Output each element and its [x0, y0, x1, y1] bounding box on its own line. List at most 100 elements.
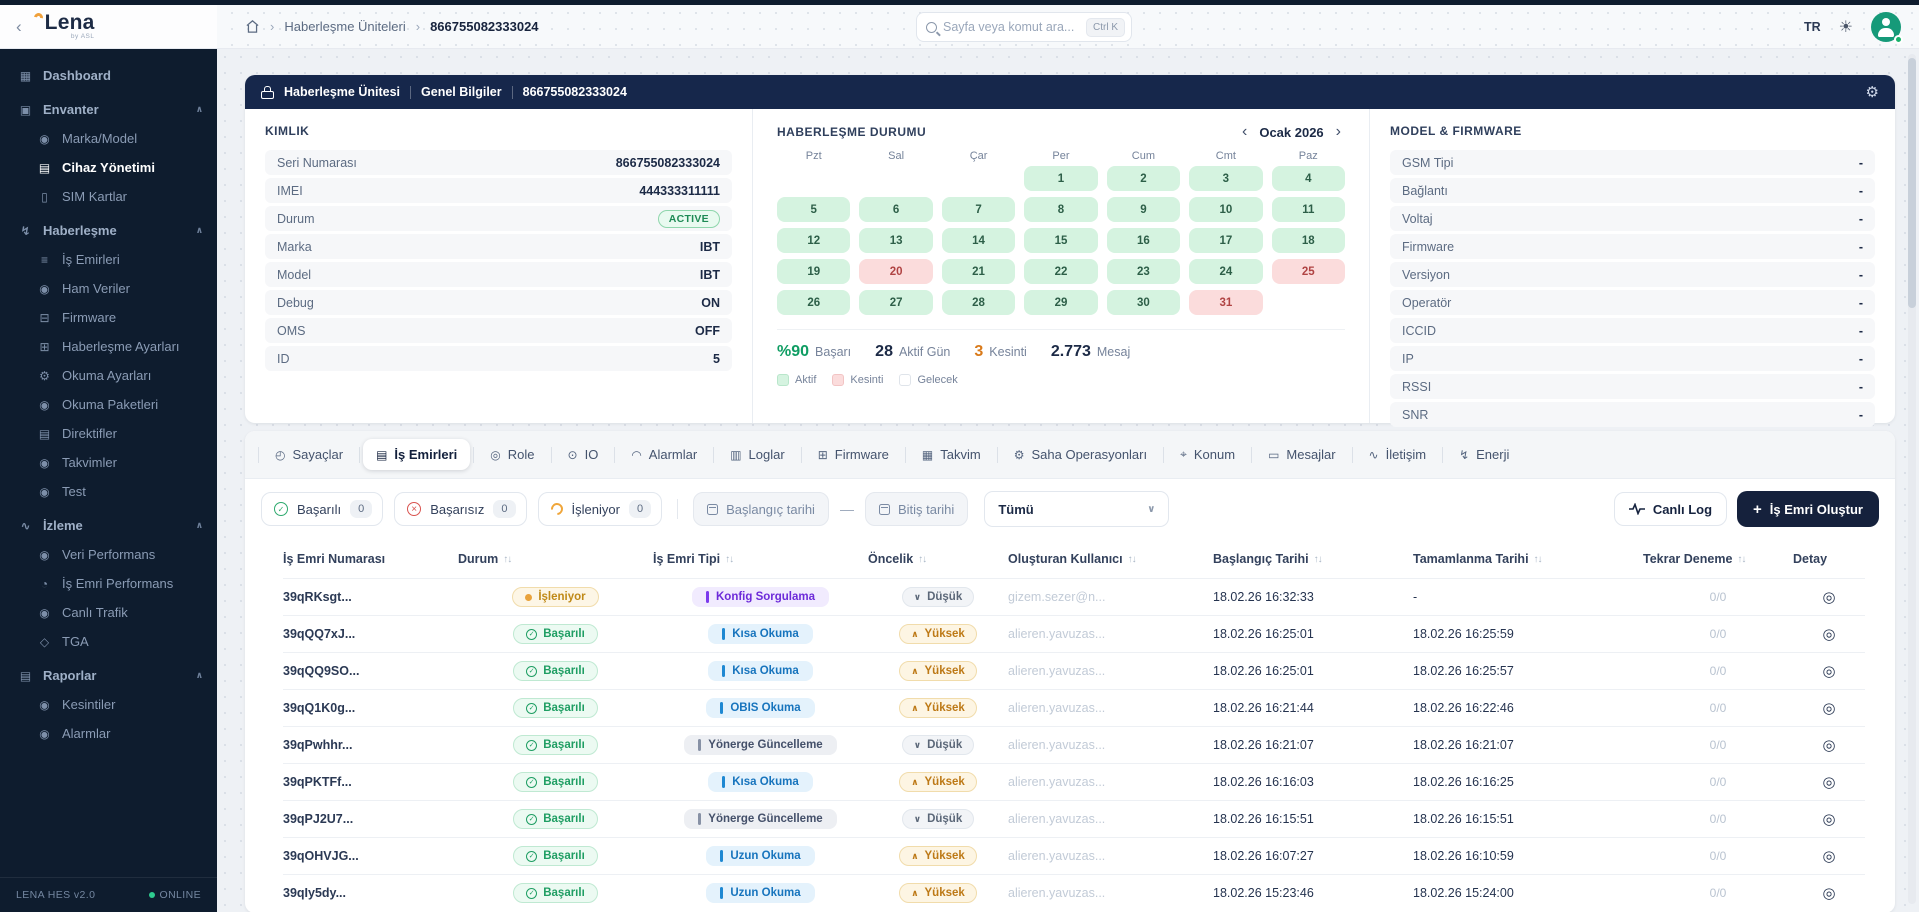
calendar-day-cell[interactable]: 30	[1106, 290, 1181, 315]
column-header[interactable]: Oluşturan Kullanıcı	[1008, 552, 1213, 566]
user-avatar[interactable]	[1871, 12, 1903, 44]
sort-icon[interactable]	[725, 554, 733, 565]
calendar-day-cell[interactable]: 10	[1189, 197, 1263, 222]
sidebar-item[interactable]: ⚙ Okuma Ayarları	[0, 361, 217, 390]
calendar-day-cell[interactable]: 11	[1271, 197, 1345, 222]
column-header[interactable]: Başlangıç Tarihi	[1213, 552, 1413, 566]
detail-eye-icon[interactable]	[1822, 627, 1835, 642]
sidebar-item[interactable]: ◉ Ham Veriler	[0, 274, 217, 303]
status-filter-chip[interactable]: Başarılı 0	[261, 492, 384, 526]
column-header[interactable]: Durum	[458, 552, 653, 566]
calendar-day-cell[interactable]: 16	[1106, 228, 1181, 253]
detail-eye-icon[interactable]	[1822, 775, 1835, 790]
start-date-button[interactable]: Başlangıç tarihi	[693, 492, 829, 526]
detail-eye-icon[interactable]	[1822, 664, 1835, 679]
sidebar-item[interactable]: ▤ Cihaz Yönetimi	[0, 153, 217, 182]
column-header[interactable]: İş Emri Tipi	[653, 552, 868, 566]
column-header[interactable]: Detay	[1793, 552, 1828, 566]
tab[interactable]: ◴ Sayaçlar	[262, 439, 356, 470]
calendar-day-cell[interactable]: 6	[859, 197, 933, 222]
table-row[interactable]: 39qQQ7xJ... Başarılı Kısa Okum	[283, 615, 1865, 652]
create-work-order-button[interactable]: İş Emri Oluştur	[1737, 491, 1879, 527]
calendar-day-cell[interactable]: 26	[777, 290, 851, 315]
app-logo[interactable]: Lena by ASL	[31, 11, 95, 41]
sidebar-item[interactable]: ◉ Test	[0, 477, 217, 506]
tab[interactable]: ⚙ Saha Operasyonları	[1001, 439, 1160, 470]
sort-icon[interactable]	[503, 554, 511, 565]
calendar-day-cell[interactable]: 25	[1271, 259, 1345, 284]
sidebar-item[interactable]: ◉ Okuma Paketleri	[0, 390, 217, 419]
sort-icon[interactable]	[1534, 554, 1542, 565]
calendar-day-cell[interactable]: 17	[1189, 228, 1263, 253]
breadcrumb-item[interactable]: Haberleşme Üniteleri	[284, 19, 406, 34]
table-row[interactable]: 39qIy5dy... Başarılı Uzun Okum	[283, 874, 1865, 911]
calendar-day-cell[interactable]: 14	[941, 228, 1016, 253]
prev-month-button[interactable]	[1238, 124, 1251, 140]
gear-icon[interactable]	[1866, 83, 1879, 101]
calendar-day-cell[interactable]: 24	[1189, 259, 1263, 284]
table-row[interactable]: 39qPJ2U7... Başarılı Yönerge G	[283, 800, 1865, 837]
theme-toggle-sun-icon[interactable]	[1839, 17, 1853, 37]
calendar-day-cell[interactable]: 28	[941, 290, 1016, 315]
home-icon[interactable]	[245, 19, 260, 34]
live-log-button[interactable]: Canlı Log	[1613, 492, 1728, 526]
calendar-day-cell[interactable]: 23	[1106, 259, 1181, 284]
sidebar-item[interactable]: ◉ Canlı Trafik	[0, 598, 217, 627]
sidebar-item[interactable]: ◉ Marka/Model	[0, 124, 217, 153]
sidebar-item[interactable]: ▯ SIM Kartlar	[0, 182, 217, 211]
type-filter-select[interactable]: Tümü	[984, 491, 1170, 527]
calendar-day-cell[interactable]: 31	[1189, 290, 1263, 315]
calendar-day-cell[interactable]: 4	[1271, 166, 1345, 191]
column-header[interactable]: İş Emri Numarası	[283, 552, 386, 566]
calendar-day-cell[interactable]: 19	[777, 259, 851, 284]
sidebar-item[interactable]: ≡ İş Emirleri	[0, 245, 217, 274]
sidebar-item[interactable]: ◉ Veri Performans	[0, 540, 217, 569]
column-header[interactable]: Tekrar Deneme	[1643, 552, 1793, 566]
status-filter-chip[interactable]: İşleniyor 0	[537, 492, 663, 526]
tab[interactable]: ▤ İş Emirleri	[363, 439, 471, 470]
table-row[interactable]: 39qPKTFf... Başarılı Kısa Okum	[283, 763, 1865, 800]
table-row[interactable]: 39qQ1K0g... Başarılı OBIS Okum	[283, 689, 1865, 726]
tab[interactable]: ▭ Mesajlar	[1255, 439, 1348, 470]
calendar-day-cell[interactable]	[1272, 290, 1345, 315]
sidebar-item[interactable]: ◉ Takvimler	[0, 448, 217, 477]
tab[interactable]: ◠ Alarmlar	[618, 439, 710, 470]
calendar-day-cell[interactable]: 12	[777, 228, 851, 253]
calendar-day-cell[interactable]	[777, 166, 850, 191]
sidebar-item[interactable]: ▣ Envanter ∧	[0, 95, 217, 124]
scrollbar-thumb[interactable]	[1908, 58, 1916, 308]
detail-eye-icon[interactable]	[1822, 738, 1835, 753]
sidebar-collapse-button[interactable]	[16, 18, 22, 35]
calendar-day-cell[interactable]: 20	[859, 259, 933, 284]
global-search[interactable]: Ctrl K	[916, 12, 1132, 42]
column-header[interactable]: Öncelik	[868, 552, 1008, 566]
status-filter-chip[interactable]: Başarısız 0	[394, 492, 527, 526]
column-header[interactable]: Tamamlanma Tarihi	[1413, 552, 1643, 566]
sidebar-item[interactable]: ∿ İzleme ∧	[0, 511, 217, 540]
sidebar-item[interactable]: ⊞ Haberleşme Ayarları	[0, 332, 217, 361]
table-row[interactable]: 39qQQ9SO... Başarılı Kısa Okum	[283, 652, 1865, 689]
calendar-day-cell[interactable]	[859, 166, 932, 191]
calendar-day-cell[interactable]: 22	[1024, 259, 1098, 284]
search-input[interactable]	[943, 20, 1080, 34]
calendar-day-cell[interactable]: 5	[777, 197, 851, 222]
sidebar-item[interactable]: ⊟ Firmware	[0, 303, 217, 332]
sidebar-item[interactable]: ▦ Dashboard	[0, 61, 217, 90]
sidebar-item[interactable]: ▤ Raporlar ∧	[0, 661, 217, 690]
calendar-day-cell[interactable]	[942, 166, 1015, 191]
sort-icon[interactable]	[1314, 554, 1322, 565]
sort-icon[interactable]	[1737, 554, 1745, 565]
sidebar-item[interactable]: ◉ Kesintiler	[0, 690, 217, 719]
detail-eye-icon[interactable]	[1822, 849, 1835, 864]
sort-icon[interactable]	[918, 554, 926, 565]
calendar-day-cell[interactable]: 2	[1106, 166, 1181, 191]
next-month-button[interactable]	[1332, 124, 1345, 140]
sidebar-item[interactable]: ↯ Haberleşme ∧	[0, 216, 217, 245]
tab[interactable]: ⊞ Firmware	[805, 439, 902, 470]
calendar-day-cell[interactable]: 8	[1024, 197, 1098, 222]
detail-eye-icon[interactable]	[1822, 886, 1835, 901]
calendar-day-cell[interactable]: 29	[1024, 290, 1098, 315]
sidebar-item[interactable]: ◔ İş Emri Performans	[0, 569, 217, 598]
calendar-day-cell[interactable]: 1	[1024, 166, 1098, 191]
calendar-day-cell[interactable]: 18	[1271, 228, 1345, 253]
